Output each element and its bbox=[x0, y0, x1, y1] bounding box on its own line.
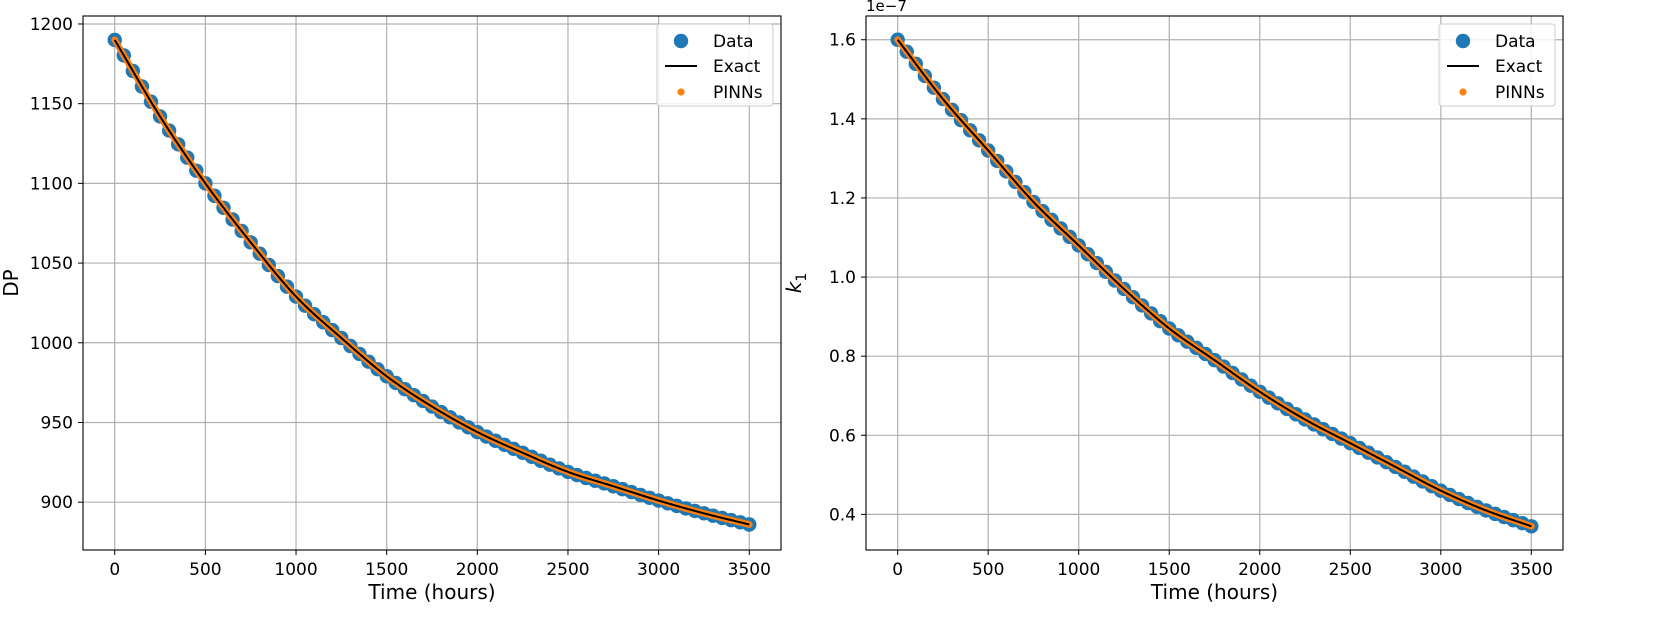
grid-lines bbox=[866, 16, 1563, 550]
x-tick-label: 1500 bbox=[365, 560, 408, 580]
legend-entry-label: PINNs bbox=[713, 83, 763, 103]
y-tick-label: 1.4 bbox=[829, 110, 856, 130]
x-axis-label: Time (hours) bbox=[1150, 580, 1278, 604]
x-tick-label: 1000 bbox=[1057, 560, 1100, 580]
y-tick-label: 1150 bbox=[30, 95, 73, 115]
y-tick-label: 1050 bbox=[30, 254, 73, 274]
x-tick-label: 2500 bbox=[1329, 560, 1372, 580]
y-tick-label: 1.6 bbox=[829, 31, 856, 51]
y-tick-label: 0.8 bbox=[829, 347, 856, 367]
legend: Data Exact PINNs bbox=[1438, 23, 1556, 107]
x-tick-label: 2500 bbox=[546, 560, 589, 580]
legend-entry-label: Data bbox=[1495, 32, 1536, 52]
x-tick-label: 0 bbox=[892, 560, 903, 580]
legend: Data Exact PINNs bbox=[656, 23, 774, 107]
axes-frame bbox=[82, 15, 782, 551]
y-tick-label: 1.2 bbox=[829, 189, 856, 209]
pinns-point bbox=[745, 521, 753, 528]
legend-entry-label: Data bbox=[713, 32, 754, 52]
legend-entry-label: Exact bbox=[1495, 57, 1543, 77]
x-axis-ticks: 0 500 1000 1500 2000 2500 3000 3500 bbox=[109, 550, 771, 580]
x-tick-label: 500 bbox=[189, 560, 221, 580]
legend-entry-label: Exact bbox=[713, 57, 761, 77]
pinns-series bbox=[111, 36, 753, 528]
pinns-series bbox=[894, 36, 1535, 530]
legend-entry-label: PINNs bbox=[1495, 83, 1545, 103]
y-tick-label: 0.6 bbox=[829, 426, 856, 446]
x-axis-label: Time (hours) bbox=[367, 580, 495, 604]
y-tick-label: 900 bbox=[41, 493, 73, 513]
dp-chart-panel: 0 500 1000 1500 2000 2500 3000 3500 900 950 1000 10… bbox=[0, 15, 782, 604]
x-tick-label: 3000 bbox=[1419, 560, 1462, 580]
plot-area bbox=[107, 32, 757, 532]
x-tick-label: 1500 bbox=[1148, 560, 1191, 580]
exact-line bbox=[113, 39, 750, 526]
exact-line bbox=[896, 39, 1532, 528]
y-axis-label-main: k bbox=[782, 280, 806, 293]
y-offset-label: 1e−7 bbox=[866, 0, 907, 15]
y-tick-label: 950 bbox=[41, 413, 73, 433]
y-axis-label-main: DP bbox=[0, 269, 23, 296]
y-axis-ticks: 0.4 0.6 0.8 1.0 1.2 1.4 1.6 bbox=[829, 31, 866, 525]
y-axis-ticks: 900 950 1000 1050 1100 1150 1200 bbox=[30, 15, 83, 513]
x-tick-label: 2000 bbox=[456, 560, 499, 580]
x-tick-label: 3500 bbox=[1510, 560, 1553, 580]
y-tick-label: 1200 bbox=[30, 15, 73, 35]
y-tick-label: 0.4 bbox=[829, 505, 856, 525]
y-axis-label-subscript: 1 bbox=[794, 273, 810, 282]
legend-pinns-marker bbox=[677, 88, 685, 96]
plot-area bbox=[890, 32, 1539, 534]
y-tick-label: 1100 bbox=[30, 174, 73, 194]
x-tick-label: 2000 bbox=[1238, 560, 1281, 580]
legend-pinns-marker bbox=[1459, 88, 1467, 96]
legend-data-marker bbox=[1455, 33, 1471, 49]
y-axis-label: DP bbox=[0, 269, 23, 296]
x-axis-ticks: 0 500 1000 1500 2000 2500 3000 3500 bbox=[892, 550, 1553, 580]
y-tick-label: 1000 bbox=[30, 334, 73, 354]
y-axis-label: k1 bbox=[782, 273, 810, 294]
x-tick-label: 3500 bbox=[728, 560, 771, 580]
x-tick-label: 1000 bbox=[274, 560, 317, 580]
x-tick-label: 500 bbox=[972, 560, 1004, 580]
axes-frame bbox=[865, 15, 1564, 551]
k1-chart-panel: 0 500 1000 1500 2000 2500 3000 3500 0.4 0.6 0.8 1.0… bbox=[782, 0, 1564, 604]
x-tick-label: 3000 bbox=[637, 560, 680, 580]
legend-data-marker bbox=[673, 33, 689, 49]
x-tick-label: 0 bbox=[109, 560, 120, 580]
y-tick-label: 1.0 bbox=[829, 268, 856, 288]
